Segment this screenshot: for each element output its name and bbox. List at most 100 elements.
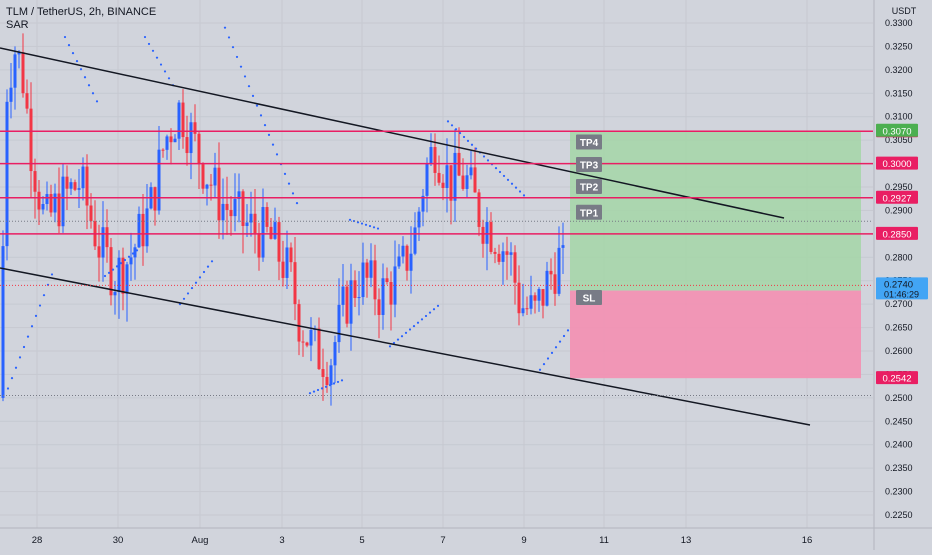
- candle-body: [81, 166, 85, 189]
- price-tag-tp1: 0.2850: [876, 226, 918, 240]
- candle-body: [77, 188, 81, 190]
- candle-body: [1, 246, 5, 398]
- sar-dot: [316, 388, 320, 392]
- sar-dot: [159, 63, 163, 66]
- sar-dot: [332, 382, 336, 385]
- candle-body: [89, 205, 93, 222]
- zone-label-bg: [576, 290, 602, 306]
- sar-dot: [14, 366, 18, 369]
- candle-body: [401, 245, 405, 257]
- price-tag-extra-0: 0.3070: [876, 123, 918, 137]
- candle-body: [469, 167, 473, 176]
- candle-body: [69, 182, 73, 189]
- sar-dot: [147, 42, 151, 46]
- sar-dot: [186, 292, 190, 295]
- price-axis-bg: [874, 0, 932, 550]
- x-tick-label: 30: [113, 535, 124, 546]
- candle-body: [221, 203, 225, 221]
- zone-label-bg: [576, 156, 602, 172]
- sar-dot: [71, 52, 75, 55]
- sar-dot: [283, 172, 287, 175]
- candle-body: [253, 213, 257, 234]
- y-tick-label: 0.2900: [885, 205, 913, 215]
- candle-body: [33, 171, 37, 192]
- candle-body: [421, 195, 425, 212]
- candle-body: [549, 270, 553, 275]
- zone-label-bg: [576, 134, 602, 150]
- y-tick-label: 0.2250: [885, 510, 913, 520]
- zone-label-text: TP2: [580, 183, 599, 194]
- sar-dot: [348, 218, 352, 221]
- candle-body: [489, 222, 493, 252]
- candle-body: [509, 252, 513, 255]
- candle-body: [501, 251, 505, 262]
- sar-dot: [243, 75, 247, 78]
- zone-label-bg: [576, 204, 602, 220]
- candle-body: [153, 187, 157, 211]
- sar-dot: [400, 335, 404, 338]
- candle-body: [249, 213, 253, 223]
- sar-dot: [151, 49, 155, 52]
- level-lines: [0, 130, 873, 235]
- zone-label-tp2[interactable]: TP2: [576, 179, 602, 194]
- candle-body: [385, 278, 389, 283]
- sar-dot: [295, 202, 299, 205]
- candle-body: [545, 270, 549, 306]
- candle-body: [17, 52, 21, 55]
- candle-body: [481, 226, 485, 244]
- price-tag-tp2-text: 0.2927: [882, 193, 911, 204]
- sar-dot: [223, 26, 227, 29]
- sar-dot: [416, 321, 420, 324]
- y-tick-label: 0.3300: [885, 18, 913, 28]
- candle-body: [21, 52, 25, 94]
- countdown-text: 01:46:29: [884, 289, 919, 299]
- zone-label-tp3[interactable]: TP3: [576, 156, 602, 172]
- candle-body: [173, 138, 177, 143]
- sar-dot: [119, 262, 123, 265]
- candle-body: [181, 102, 185, 138]
- zone-label-tp1[interactable]: TP1: [576, 204, 602, 220]
- sar-dot: [446, 120, 450, 123]
- candle-body: [349, 280, 353, 324]
- candle-body: [53, 193, 57, 213]
- sar-dot: [308, 392, 312, 395]
- price-tag-tp2-bg: [876, 190, 918, 204]
- candle-body: [229, 209, 233, 217]
- candle-body: [429, 147, 433, 164]
- candle-body: [5, 101, 9, 247]
- zone-label-tp4[interactable]: TP4: [576, 134, 602, 150]
- sar-dot: [26, 335, 30, 338]
- sar-dot: [291, 192, 295, 195]
- x-tick-label: 11: [599, 535, 609, 546]
- candle-body: [61, 176, 65, 227]
- candle-body: [125, 264, 129, 294]
- candle-body: [353, 280, 357, 298]
- price-tag-sl-bg: [876, 371, 918, 385]
- sar-dot: [255, 104, 259, 107]
- sar-dot: [75, 60, 79, 63]
- sar-dot: [123, 258, 127, 262]
- candle-body: [201, 164, 205, 189]
- indicator-label[interactable]: SAR: [6, 19, 29, 31]
- sar-dot: [247, 85, 251, 88]
- candle-body: [217, 167, 221, 221]
- sar-dot: [206, 265, 210, 268]
- price-tag-extra-0-text: 0.3070: [882, 126, 911, 137]
- candle-body: [437, 172, 441, 183]
- candle-body: [57, 193, 61, 227]
- sar-dot: [83, 76, 87, 79]
- candle-body: [157, 149, 161, 211]
- zone-label-sl[interactable]: SL: [576, 290, 602, 306]
- sar-dot: [79, 68, 83, 71]
- candle-body: [273, 222, 277, 239]
- sar-dot: [182, 297, 186, 300]
- symbol-title[interactable]: TLM / TetherUS, 2h, BINANCE: [6, 6, 157, 18]
- x-tick-label: 5: [359, 535, 364, 546]
- sar-dot: [10, 377, 14, 380]
- sar-dot: [372, 226, 376, 229]
- zone-label-text: TP3: [580, 160, 599, 171]
- sar-dot: [562, 334, 566, 338]
- sar-dot: [42, 294, 46, 297]
- sar-dot: [135, 249, 139, 252]
